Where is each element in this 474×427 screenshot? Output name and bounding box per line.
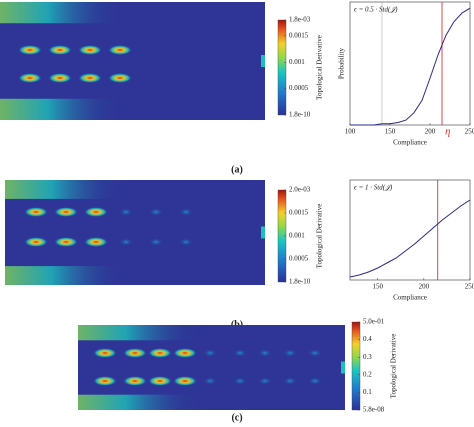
colorbar-tick-label: 0.3	[363, 353, 372, 361]
field-spot	[148, 348, 172, 358]
x-tick-label: 250	[465, 128, 474, 136]
plot-frame	[349, 179, 471, 281]
x-tick-label: 100	[345, 128, 356, 136]
y-axis-label: Probability	[338, 47, 346, 79]
field-spot	[149, 208, 163, 216]
colorbar-tick-label: 2.0e-03	[289, 186, 311, 194]
field-spot	[54, 207, 78, 217]
caption: (a)	[231, 164, 243, 175]
field-spot	[93, 348, 117, 358]
field-spot	[48, 73, 72, 83]
field-spot	[123, 376, 147, 386]
field-spot	[233, 349, 247, 357]
x-tick-label: 150	[385, 128, 396, 136]
probability-curve	[350, 7, 471, 126]
field-edge-top	[78, 325, 199, 341]
field-map	[5, 180, 265, 285]
field-spot	[18, 45, 42, 55]
annotation: ϵ = 1 · Std(𝒥)	[354, 184, 393, 192]
field-edge-top	[5, 180, 122, 199]
x-tick-label: 250	[465, 283, 474, 291]
colorbar-label: Topological Derivative	[316, 35, 324, 100]
colorbar-tick-label: 5.0e-01	[363, 318, 385, 326]
field-spot	[48, 45, 72, 55]
field-spot	[173, 348, 197, 358]
field-spot	[78, 73, 102, 83]
field-spot	[283, 349, 297, 357]
colorbar	[277, 19, 287, 116]
field-edge-top	[0, 2, 120, 24]
annotation: ϵ = 0.5 · Std(𝒥)	[354, 6, 398, 14]
caption: (c)	[231, 412, 242, 423]
field-spot	[24, 207, 48, 217]
x-tick-label: 150	[372, 283, 383, 291]
colorbar-label: Topological Derivative	[390, 334, 398, 399]
field-spot	[78, 45, 102, 55]
field-spot	[179, 238, 193, 246]
field-spot	[119, 238, 133, 246]
colorbar-tick-label: 0.0005	[289, 255, 309, 263]
colorbar-tick-label: 1.8e-10	[289, 111, 311, 119]
field-spot	[258, 349, 272, 357]
caption: (b)	[231, 319, 243, 330]
x-axis-label: Compliance	[393, 294, 427, 302]
field-spot	[123, 348, 147, 358]
field-spot	[308, 349, 322, 357]
probability-curve	[349, 199, 471, 278]
x-axis-label: Compliance	[393, 139, 427, 147]
colorbar-tick-label: 0.001	[289, 58, 305, 66]
colorbar-tick-label: 1.8e-03	[289, 16, 311, 24]
field-spot	[283, 377, 297, 385]
field-spot	[84, 237, 108, 247]
field-load	[341, 361, 345, 374]
field-spot	[119, 208, 133, 216]
field-spot	[93, 376, 117, 386]
field-spot	[258, 377, 272, 385]
field-spot	[54, 237, 78, 247]
field-spot	[148, 376, 172, 386]
field-spot	[173, 376, 197, 386]
colorbar-tick-label: 5.8e-08	[363, 406, 385, 414]
colorbar-tick-label: 0.001	[289, 232, 305, 240]
field-edge-bottom	[5, 266, 122, 285]
field-map	[78, 325, 345, 410]
field-spot	[24, 237, 48, 247]
colorbar	[351, 321, 361, 411]
field-spot	[18, 73, 42, 83]
field-load	[261, 226, 265, 239]
x-tick-label: 200	[419, 283, 430, 291]
field-spot	[108, 73, 132, 83]
field-spot	[84, 207, 108, 217]
field-spot	[308, 377, 322, 385]
eta-label: η	[445, 126, 450, 138]
field-spot	[108, 45, 132, 55]
colorbar-tick-label: 0.2	[363, 370, 372, 378]
field-spot	[203, 349, 217, 357]
x-tick-label: 200	[425, 128, 436, 136]
colorbar-tick-label: 0.0015	[289, 209, 309, 217]
colorbar-tick-label: 0.1	[363, 388, 372, 396]
field-edge-bottom	[0, 98, 120, 120]
field-spot	[179, 208, 193, 216]
field-spot	[149, 238, 163, 246]
plot-frame	[349, 1, 471, 126]
colorbar-tick-label: 0.0005	[289, 84, 309, 92]
colorbar-tick-label: 1.8e-10	[289, 278, 311, 286]
field-map	[0, 2, 265, 120]
field-load	[261, 55, 265, 67]
field-spot	[233, 377, 247, 385]
colorbar-label: Topological Derivative	[316, 204, 324, 269]
colorbar-tick-label: 0.4	[363, 335, 372, 343]
field-edge-bottom	[78, 394, 199, 410]
field-spot	[203, 377, 217, 385]
colorbar-tick-label: 0.0015	[289, 31, 309, 39]
